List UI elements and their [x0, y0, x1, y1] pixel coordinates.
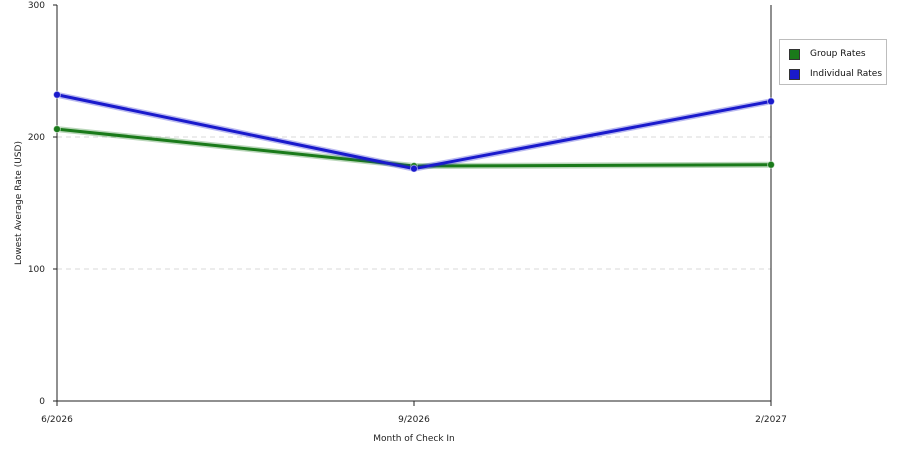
y-tick-label: 300 [28, 1, 45, 11]
y-ticks: 0 100 200 300 [28, 1, 57, 407]
legend: Group Rates Individual Rates [779, 39, 887, 85]
legend-label-individual-rates: Individual Rates [810, 69, 883, 79]
x-tick-label: 2/2027 [755, 415, 787, 425]
legend-item-individual-rates: Individual Rates [789, 67, 882, 81]
axes [56, 5, 772, 402]
legend-swatch-individual-rates [789, 68, 800, 80]
y-tick-label: 0 [39, 397, 45, 407]
series-group [53, 90, 775, 173]
x-tick-label: 9/2026 [398, 415, 430, 425]
grid-lines [57, 136, 771, 270]
legend-swatch-group-rates [789, 48, 800, 60]
data-point-individual-rates [53, 90, 61, 99]
x-ticks: 6/2026 9/2026 2/2027 [41, 401, 787, 425]
data-point-group-rates [53, 125, 61, 134]
series-line-halo-group-rates [56, 126, 772, 170]
y-axis-title: Lowest Average Rate (USD) [14, 141, 24, 265]
y-tick-label: 200 [28, 133, 45, 143]
series-line-halo-individual-rates [56, 91, 772, 172]
y-tick-label: 100 [28, 265, 45, 275]
x-axis-title: Month of Check In [373, 434, 455, 444]
x-tick-label: 6/2026 [41, 415, 73, 425]
data-point-individual-rates [767, 97, 775, 106]
legend-item-group-rates: Group Rates [789, 47, 866, 61]
series-line-group-rates [56, 127, 772, 168]
data-point-group-rates [767, 160, 775, 169]
legend-label-group-rates: Group Rates [810, 49, 866, 59]
data-point-individual-rates [410, 164, 418, 173]
series-line-individual-rates [56, 93, 772, 171]
